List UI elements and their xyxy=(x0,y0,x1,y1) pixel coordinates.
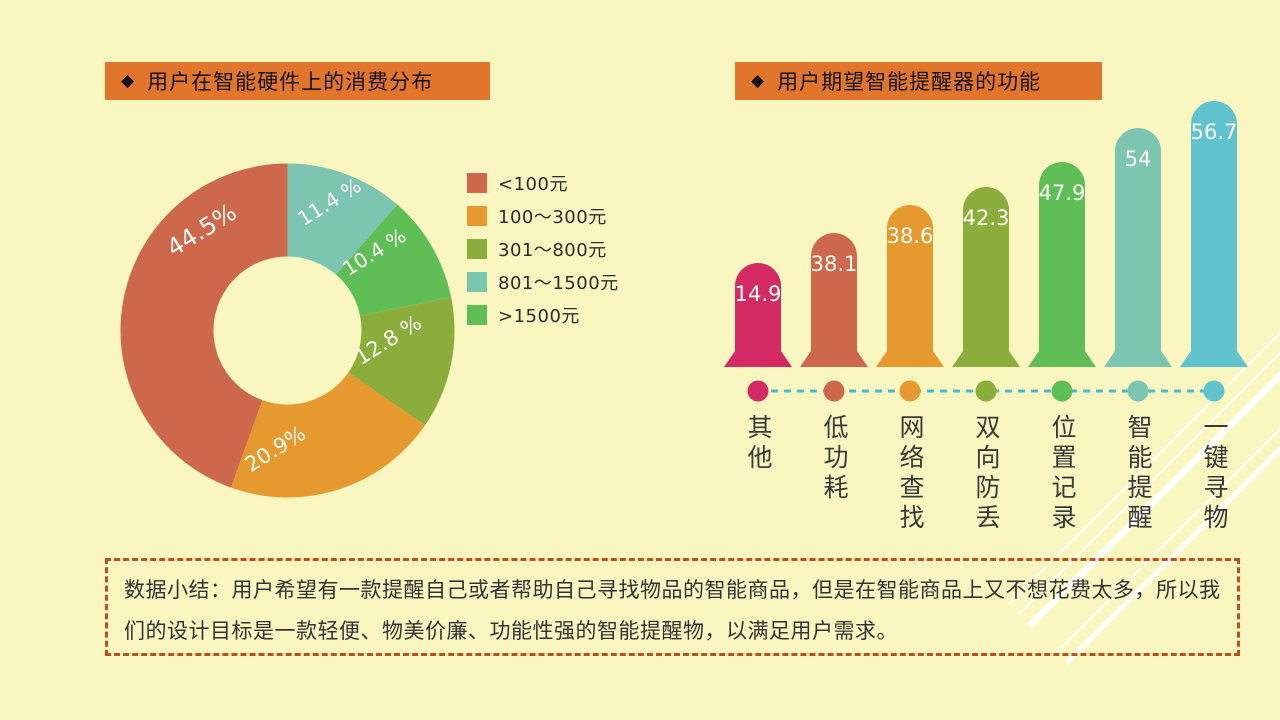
diamond-icon: ◆ xyxy=(751,70,765,91)
bar-category-label: 位置记录 xyxy=(1048,414,1077,534)
legend-label: <100元 xyxy=(498,174,568,195)
pie-chart-title-bar: ◆ 用户在智能硬件上的消费分布 xyxy=(105,62,490,100)
bar-value-label: 14.9 xyxy=(735,282,782,306)
bar-category-label: 双向防丢 xyxy=(972,414,1001,534)
connector-dot xyxy=(899,380,921,402)
donut-slice xyxy=(336,204,452,316)
donut-slice xyxy=(230,372,426,498)
legend-swatch xyxy=(467,206,487,226)
donut-slice xyxy=(120,163,288,488)
legend-label: >1500元 xyxy=(498,306,580,327)
bar-chart: 14.9 38.1 38.6 42.3 47.9 54 56.7 xyxy=(724,101,1248,402)
bar-category-label: 网络查找 xyxy=(896,414,925,534)
legend-swatch xyxy=(467,305,487,325)
pie-chart-title: 用户在智能硬件上的消费分布 xyxy=(147,70,434,94)
legend-item: <100元 xyxy=(467,170,619,196)
bar-value-label: 38.1 xyxy=(811,252,858,276)
connector-dot xyxy=(747,380,769,402)
bar-chart-title-bar: ◆ 用户期望智能提醒器的功能 xyxy=(735,62,1102,100)
connector-dot xyxy=(1127,380,1149,402)
bar-category-label: 一键寻物 xyxy=(1200,414,1229,534)
bar-column xyxy=(800,233,868,367)
legend-swatch xyxy=(467,173,487,193)
bar-value-label: 47.9 xyxy=(1039,181,1086,205)
donut-chart: 44.5%20.9%12.8 %11.4 %10.4 % xyxy=(120,163,455,498)
connector-dot xyxy=(1051,380,1073,402)
diamond-icon: ◆ xyxy=(121,70,135,91)
bar-column xyxy=(1028,162,1096,367)
pie-legend: <100元 100〜300元 301〜800元 801〜1500元 >1500元 xyxy=(467,170,619,328)
bar-value-label: 38.6 xyxy=(887,224,934,248)
connector-dot xyxy=(975,380,997,402)
legend-label: 301〜800元 xyxy=(498,240,607,261)
legend-label: 100〜300元 xyxy=(498,207,607,228)
bar-value-label: 42.3 xyxy=(963,206,1010,230)
legend-item: >1500元 xyxy=(467,302,619,328)
bar-column xyxy=(876,205,944,367)
bar-chart-title: 用户期望智能提醒器的功能 xyxy=(777,70,1042,94)
legend-swatch xyxy=(467,239,487,259)
bar-column xyxy=(952,187,1020,367)
bar-column xyxy=(724,263,792,367)
bar-category-label: 智能提醒 xyxy=(1124,414,1153,534)
legend-swatch xyxy=(467,272,487,292)
legend-item: 100〜300元 xyxy=(467,203,619,229)
bar-value-label: 54 xyxy=(1125,147,1152,171)
summary-box: 数据小结：用户希望有一款提醒自己或者帮助自己寻找物品的智能商品，但是在智能商品上… xyxy=(105,558,1240,656)
bar-category-labels: 其他 低功耗 网络查找 双向防丢 位置记录 智能提醒 一键寻物 xyxy=(720,414,1280,564)
legend-item: 301〜800元 xyxy=(467,236,619,262)
bar-value-label: 56.7 xyxy=(1191,120,1238,144)
legend-label: 801〜1500元 xyxy=(498,273,619,294)
bar-category-label: 其他 xyxy=(744,414,773,474)
donut-slice xyxy=(348,297,455,426)
bar-column xyxy=(1104,128,1172,367)
legend-item: 801〜1500元 xyxy=(467,269,619,295)
donut-slice xyxy=(287,163,398,275)
bar-column xyxy=(1180,101,1248,367)
bar-category-label: 低功耗 xyxy=(820,414,849,504)
connector-dot xyxy=(1203,380,1225,402)
connector-dot xyxy=(823,380,845,402)
summary-text: 数据小结：用户希望有一款提醒自己或者帮助自己寻找物品的智能商品，但是在智能商品上… xyxy=(124,578,1221,643)
